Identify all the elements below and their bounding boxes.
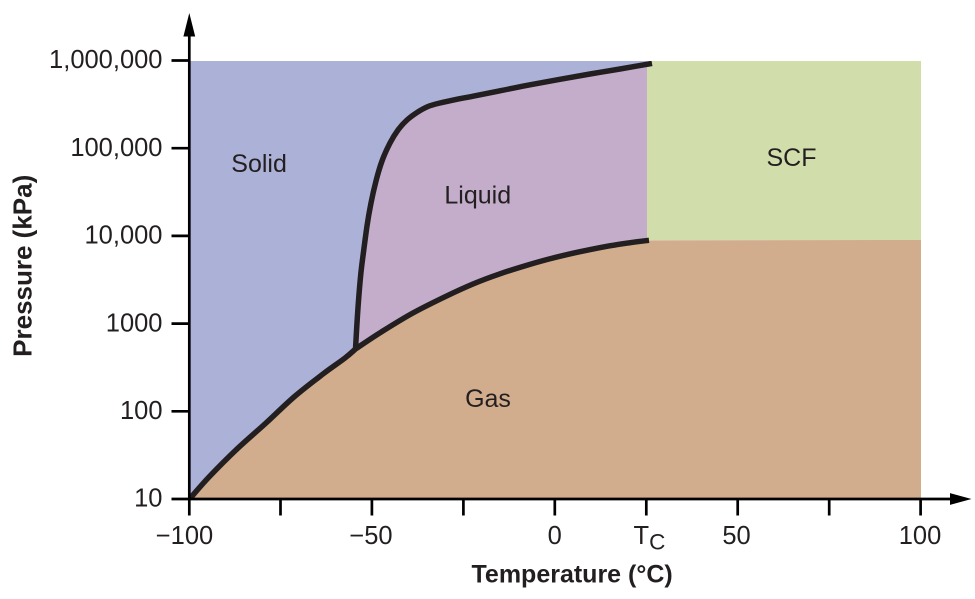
svg-text:1,000,000: 1,000,000 [49, 46, 162, 74]
svg-text:100: 100 [899, 522, 942, 550]
svg-text:1000: 1000 [106, 309, 163, 337]
svg-text:Solid: Solid [231, 150, 287, 178]
svg-text:Liquid: Liquid [444, 182, 511, 210]
svg-text:Pressure (kPa): Pressure (kPa) [8, 175, 38, 357]
svg-text:50: 50 [722, 522, 750, 550]
svg-text:0: 0 [548, 522, 562, 550]
svg-text:SCF: SCF [767, 144, 817, 172]
svg-text:10,000: 10,000 [85, 222, 163, 250]
svg-text:Temperature (°C): Temperature (°C) [472, 561, 673, 589]
svg-text:100: 100 [120, 397, 163, 425]
svg-text:−50: −50 [349, 522, 392, 550]
svg-text:100,000: 100,000 [70, 134, 162, 162]
svg-text:−100: −100 [156, 522, 213, 550]
svg-text:10: 10 [134, 485, 162, 513]
svg-text:Gas: Gas [465, 385, 511, 413]
